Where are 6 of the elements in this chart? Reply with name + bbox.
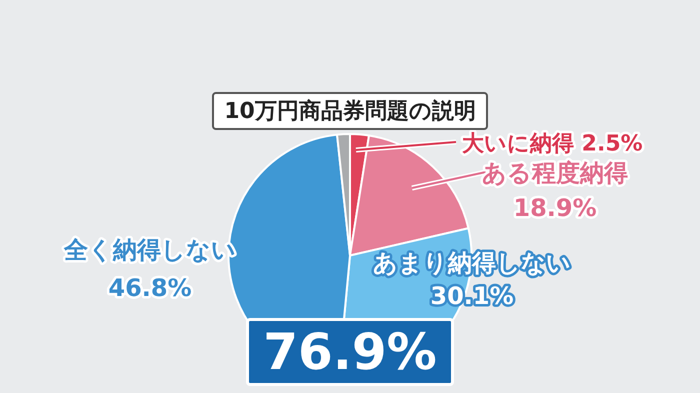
text: 76.9% xyxy=(246,318,454,386)
legend-label: 大いに納得 2.5% xyxy=(462,132,643,157)
slice-label: ある程度納得 xyxy=(482,159,628,188)
data-label: 18.9% xyxy=(513,194,597,222)
chart-title: 10万円商品券問題の説明 xyxy=(212,92,488,130)
data-label: 46.8% xyxy=(108,274,192,302)
